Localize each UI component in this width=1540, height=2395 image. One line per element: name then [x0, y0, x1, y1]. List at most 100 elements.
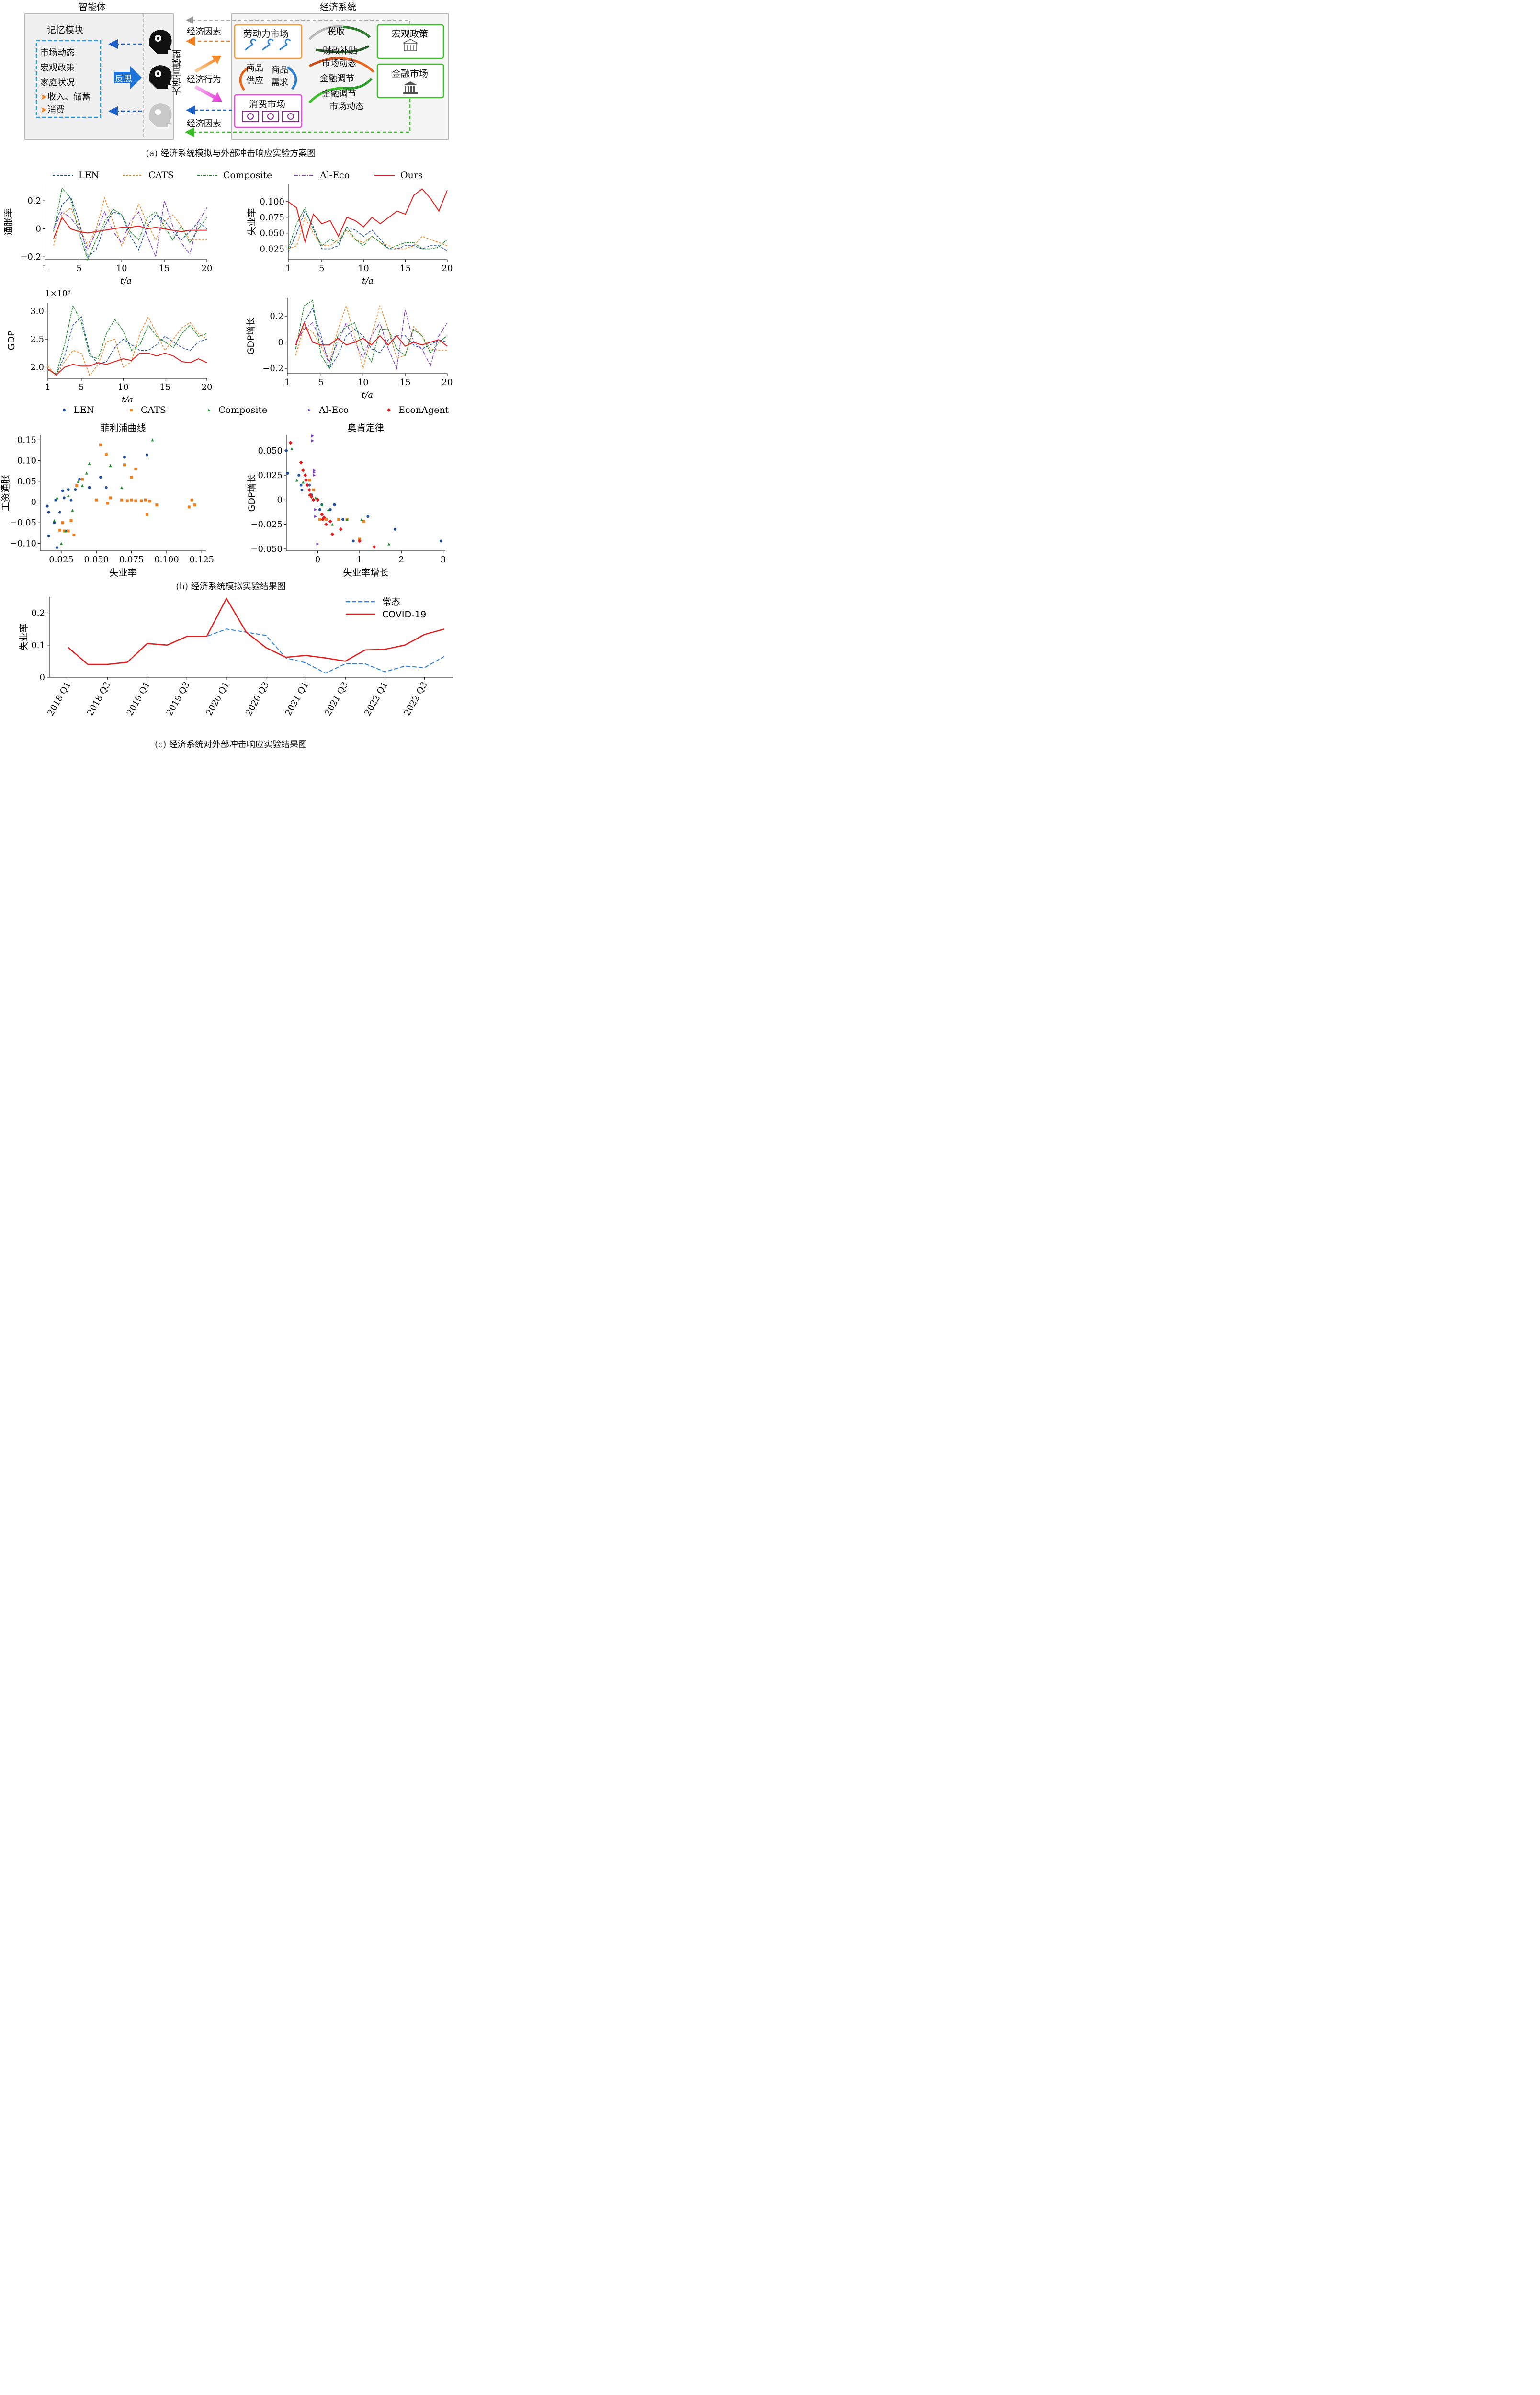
x-tick-label: 20: [202, 263, 213, 274]
point-econagent: [304, 478, 308, 482]
scatter-legend: LEN CATS Composite Al-Eco EconAgent: [63, 405, 449, 415]
bullet-icon: ➤: [40, 92, 48, 102]
y-tick-label: 0: [278, 338, 283, 348]
bank-icon: [403, 81, 418, 94]
diagram-right-title: 经济系统: [320, 2, 357, 12]
government-icon: [403, 39, 418, 51]
labor-market-label: 劳动力市场: [243, 29, 289, 39]
llm-head-icon-2: [149, 65, 172, 89]
x-tick-label: 2021 Q1: [283, 680, 311, 718]
x-tick-label: 2020 Q1: [204, 680, 231, 718]
point-composite: [327, 508, 330, 511]
diagram-left-title: 智能体: [79, 2, 106, 12]
memory-item-income: ➤收入、储蓄: [40, 92, 91, 102]
point-len: [328, 508, 332, 511]
point-len: [61, 489, 64, 492]
y-tick-label: 0: [277, 495, 283, 505]
x-axis-label: t/a: [362, 276, 374, 286]
x-tick-label: 1: [285, 263, 291, 274]
behavior-arrow-down: [194, 85, 222, 102]
point-cats: [109, 496, 112, 500]
point-len: [440, 539, 443, 543]
y-tick-label: −0.025: [250, 520, 283, 530]
y-tick-label: 0.100: [260, 197, 284, 207]
series-line-len: [288, 210, 448, 252]
point-len: [67, 488, 70, 491]
point-econagent: [288, 441, 293, 445]
point-cats: [99, 443, 102, 446]
point-len: [62, 496, 66, 500]
point-econagent: [303, 473, 307, 478]
point-al-eco: [311, 434, 315, 438]
point-composite: [56, 496, 59, 500]
x-tick-label: 5: [76, 263, 81, 274]
point-cats: [312, 488, 315, 491]
x-tick-label: 15: [159, 263, 170, 274]
x-tick-label: 2019 Q3: [164, 680, 192, 718]
x-tick-label: 2018 Q1: [45, 680, 73, 718]
memory-module: [35, 40, 102, 118]
legend-label-covid: COVID-19: [382, 609, 426, 620]
y-axis-label: 失业率: [19, 623, 29, 650]
x-tick-label: 20: [442, 377, 453, 388]
point-cats: [104, 453, 108, 456]
point-cats: [190, 498, 193, 502]
point-cats: [145, 513, 148, 516]
consumer-market-label: 消费市场: [249, 99, 286, 110]
x-tick-label: 1: [42, 263, 47, 274]
y-tick-label: −0.10: [10, 538, 36, 548]
point-len: [341, 518, 344, 521]
series-line-normal: [68, 628, 445, 674]
subsidy-label: 财政补贴: [323, 46, 357, 56]
goods-demand-label: 商品需求: [271, 65, 288, 88]
x-tick-label: 5: [318, 377, 324, 388]
agent-panel: [24, 13, 174, 140]
y-tick-label: 0.2: [31, 608, 45, 618]
point-composite: [301, 480, 305, 484]
point-cats: [62, 529, 66, 533]
legend-marker-len: [63, 409, 66, 411]
point-cats: [72, 534, 76, 537]
point-cats: [95, 498, 98, 502]
point-econagent: [322, 515, 326, 520]
y-axis-label: GDP增长: [246, 317, 256, 355]
behavior-arrow-up: [194, 56, 221, 73]
y-tick-label: 0.10: [17, 456, 36, 466]
legend-marker-composite: [207, 409, 210, 411]
point-cats: [130, 498, 133, 502]
y-tick-label: 2.5: [30, 334, 44, 344]
reflect-label: 反思: [115, 74, 132, 84]
y-tick-label: 0.2: [27, 196, 41, 206]
point-econagent: [357, 539, 362, 543]
point-cats: [362, 520, 365, 523]
x-tick-label: 0.025: [49, 555, 74, 565]
point-len: [285, 449, 288, 452]
llm-head-icon-1: [149, 30, 172, 54]
memory-item-consume: ➤消费: [40, 105, 65, 115]
bullet-icon: ➤: [40, 105, 48, 115]
point-al-eco: [311, 439, 315, 443]
y-tick-label: 0.025: [258, 470, 283, 480]
goods-supply-label: 商品供应: [246, 63, 263, 86]
point-composite: [77, 479, 80, 483]
point-econagent: [311, 498, 316, 502]
legend-marker-cats: [130, 409, 133, 411]
point-cats: [325, 518, 328, 521]
point-econagent: [324, 522, 328, 526]
x-tick-label: 2020 Q3: [244, 680, 271, 718]
point-len: [74, 488, 77, 491]
point-composite: [320, 503, 324, 506]
x-tick-label: 15: [400, 377, 411, 388]
legend-label-normal: 常态: [382, 597, 400, 607]
series-line-ours: [295, 321, 448, 347]
x-tick-label: 2022 Q3: [402, 680, 430, 718]
x-tick-label: 15: [400, 263, 411, 274]
point-cats: [58, 528, 62, 532]
y-tick-label: 0.025: [260, 244, 284, 254]
point-composite: [314, 496, 317, 500]
y-tick-label: 0: [36, 224, 41, 234]
x-tick-label: 20: [202, 382, 213, 392]
y-axis-label: GDP增长: [247, 474, 257, 512]
